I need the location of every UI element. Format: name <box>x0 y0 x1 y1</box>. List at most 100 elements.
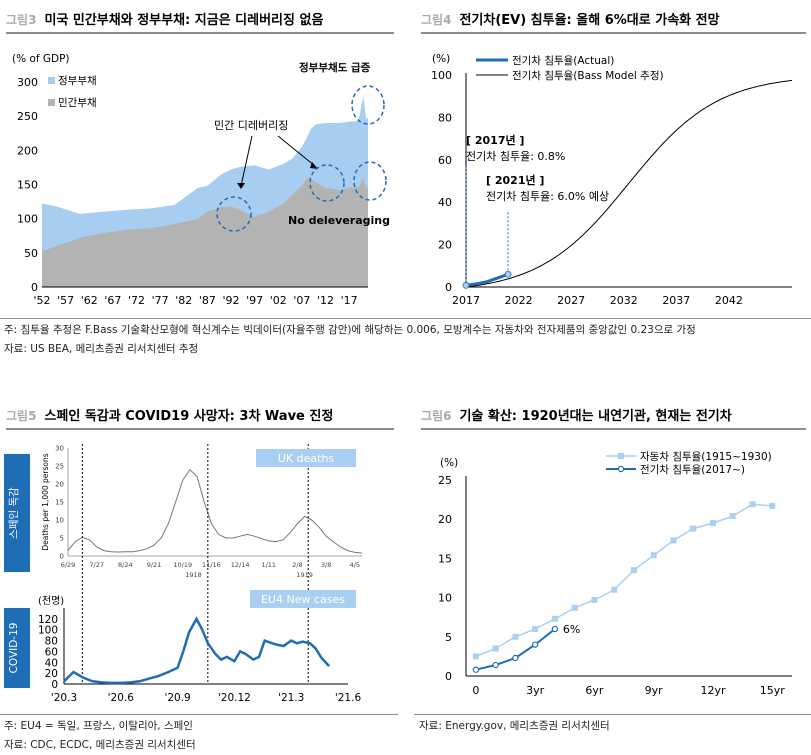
fig5-flu-xtick: 11/16 <box>202 561 221 569</box>
fig3-highlight-circle <box>353 161 387 201</box>
fig4-xtick: 2032 <box>610 294 638 307</box>
fig6-point-car <box>472 653 479 660</box>
fig6-ytick: 20 <box>438 513 452 526</box>
fig6-point-car <box>769 502 776 509</box>
fig3-ytick: 150 <box>17 179 38 192</box>
fig3-highlight-circle <box>309 164 345 202</box>
fig4-title: 그림4 전기차(EV) 침투율: 올해 6%대로 가속화 전망 <box>421 8 806 34</box>
fig3-xtick: '87 <box>199 294 216 307</box>
fig5-flu-ytick: 20 <box>55 481 64 489</box>
fig3-xtick: '52 <box>33 294 50 307</box>
fig5-flu-ytick: 15 <box>55 499 64 507</box>
fig6-point-car <box>591 596 598 603</box>
fig3-xtick: '07 <box>293 294 310 307</box>
fig3-arrow-deleveraging <box>240 135 253 187</box>
fig5-flu-xtick: 6/29 <box>61 561 76 569</box>
fig6-point-car <box>729 513 736 520</box>
fig6-point-car <box>749 501 756 508</box>
fig6-point-ev <box>531 641 539 648</box>
fig3-annot-deleveraging: 민간 디레버리징 <box>214 119 288 132</box>
notes-divider-bottom-left <box>0 714 398 715</box>
fig6-legend-ev-marker <box>617 465 625 473</box>
fig5-covid-ytick: 60 <box>45 646 58 658</box>
fig3-legend-gov: 정부부채 <box>58 75 97 87</box>
fig3-xtick: '72 <box>128 294 145 307</box>
fig6-point-car <box>492 645 499 652</box>
fig5-flu-xtick: 4/5 <box>350 561 360 569</box>
fig4-annot-point <box>462 281 470 289</box>
fig3-title: 그림3 미국 민간부채와 정부부채: 지금은 디레버리징 없음 <box>6 8 394 34</box>
fig6-number: 그림6 <box>421 409 452 423</box>
fig4-annot-point <box>504 270 512 278</box>
fig5-flu-xtick: 3/8 <box>321 561 331 569</box>
fig4-xtick: 2042 <box>715 294 743 307</box>
fig3-ytick: 300 <box>17 76 38 89</box>
fig5-side-label-flu-bg <box>4 454 30 572</box>
fig5-title-text: 스페인 독감과 COVID19 사망자: 3차 Wave 진정 <box>44 409 334 424</box>
fig5-flu-ytick: 10 <box>55 517 64 525</box>
fig3-xtick: '77 <box>152 294 169 307</box>
fig3-ytick: 100 <box>17 213 38 226</box>
fig6-point-car <box>709 520 716 527</box>
fig3-arrow-deleveraging-2 <box>277 135 316 167</box>
fig3-number: 그림3 <box>6 13 37 27</box>
fig4-ytick: 80 <box>438 111 452 124</box>
fig3-legend-private-swatch <box>48 99 55 106</box>
fig3-legend-private: 민간부채 <box>58 97 97 109</box>
fig6-point-car <box>512 633 519 640</box>
fig6-title: 그림6 기술 확산: 1920년대는 내연기관, 현재는 전기차 <box>421 404 806 430</box>
fig6-legend-car-marker <box>618 453 624 459</box>
fig5-flu-line <box>67 468 363 554</box>
fig4-ytick: 60 <box>438 154 452 167</box>
fig4-legend-bass: 전기차 침투율(Bass Model 추정) <box>512 70 664 82</box>
fig6-xtick: 9yr <box>645 684 664 697</box>
fig4-number: 그림4 <box>421 13 452 27</box>
fig5-covid-ytick: 20 <box>45 668 58 680</box>
fig6-legend-car: 자동차 침투율(1915~1930) <box>640 451 772 463</box>
fig3-xtick: '12 <box>317 294 334 307</box>
fig5-covid-xtick: '20.12 <box>218 692 251 704</box>
fig5-covid-ytick: 80 <box>45 636 58 648</box>
fig5-flu-ytick: 30 <box>55 445 64 453</box>
fig4-chart: (%) 0 20 40 60 80 100 2017 2022 2027 2032 2037 2042 [… <box>431 53 793 307</box>
fig5-title: 그림5 스페인 독감과 COVID19 사망자: 3차 Wave 진정 <box>6 404 394 430</box>
fig3-unit: (% of GDP) <box>12 53 70 65</box>
fig5-flu-xtick: 1/11 <box>261 561 276 569</box>
fig4-annot-text: 전기차 침투율: 6.0% 예상 <box>486 190 609 203</box>
fig6-point-car <box>690 525 697 532</box>
fig5-flu-titlebox: UK deaths <box>278 452 335 465</box>
fig3-4-source: 자료: US BEA, 메리츠증권 리서치센터 추정 <box>4 343 199 355</box>
fig3-title-text: 미국 민간부채와 정부부채: 지금은 디레버리징 없음 <box>44 13 324 28</box>
fig6-xtick: 6yr <box>585 684 604 697</box>
fig5-covid-xtick: '20.3 <box>51 692 77 704</box>
fig6-source: 자료: Energy.gov, 메리츠증권 리서치센터 <box>419 720 610 732</box>
notes-divider-bottom-right <box>414 714 811 715</box>
fig6-unit: (%) <box>440 457 458 469</box>
fig3-highlight-circle <box>351 85 385 125</box>
fig5-flu-xtick: 12/14 <box>231 561 250 569</box>
fig5-covid-xtick: '21.3 <box>278 692 304 704</box>
fig3-xtick: '92 <box>222 294 239 307</box>
fig4-title-text: 전기차(EV) 침투율: 올해 6%대로 가속화 전망 <box>459 13 720 28</box>
fig6-xtick: 15yr <box>760 684 786 697</box>
fig4-unit: (%) <box>432 53 450 65</box>
fig5-flu-year: 1918 <box>185 571 202 579</box>
fig6-xtick: 3yr <box>526 684 545 697</box>
fig5-covid-ytick: 0 <box>51 679 58 691</box>
notes-divider-top <box>0 318 811 319</box>
fig6-xtick: 0 <box>472 684 479 697</box>
fig6-point-ev <box>551 625 559 633</box>
fig3-ytick: 0 <box>31 281 38 294</box>
fig5-flu-year: 1919 <box>296 571 313 579</box>
fig3-legend-gov-swatch <box>48 77 55 84</box>
fig3-xtick: '82 <box>175 294 192 307</box>
fig5-covid-xtick: '20.9 <box>164 692 190 704</box>
fig4-legend-actual: 전기차 침투율(Actual) <box>512 55 614 67</box>
fig5-flu-ytick: 25 <box>55 463 64 471</box>
fig6-point-car <box>630 567 637 574</box>
fig5-covid-titlebox-bg <box>250 590 356 608</box>
fig3-ytick: 50 <box>24 247 38 260</box>
fig4-line-bass <box>465 79 793 288</box>
fig5-chart: 스페인 독감 Deaths per 1,000 persons 0 5 10 15 20 25… <box>4 444 363 704</box>
fig4-xtick: 2017 <box>452 294 480 307</box>
